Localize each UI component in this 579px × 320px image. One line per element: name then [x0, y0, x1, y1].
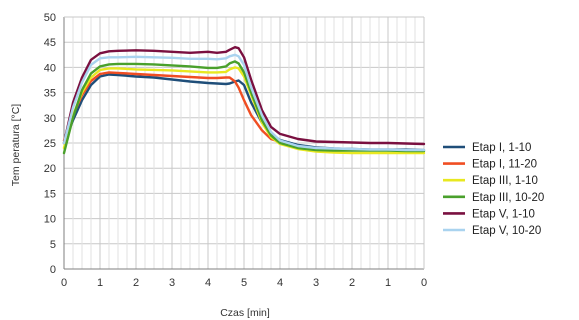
y-tick-label: 30 — [44, 113, 56, 125]
y-tick-labels: 0 5 10 15 20 25 30 35 40 45 50 — [44, 12, 56, 276]
y-axis-label: Tem peratura [°C] — [10, 104, 22, 186]
y-tick-label: 35 — [44, 88, 56, 100]
x-tick-label: 2 — [133, 277, 139, 289]
x-tick-label: 1 — [385, 277, 391, 289]
x-tick-label: 3 — [169, 277, 175, 289]
x-tick-label: 0 — [421, 277, 427, 289]
series-line-6 — [62, 53, 426, 152]
legend-label: Etap V, 1-10 — [472, 208, 535, 220]
y-tick-label: 45 — [44, 37, 56, 49]
legend-label: Etap I, 1-10 — [472, 142, 531, 154]
y-tick-label: 20 — [44, 163, 56, 175]
series-line-4 — [62, 60, 426, 155]
x-tick-label: 4 — [205, 277, 211, 289]
x-tick-label: 3 — [313, 277, 319, 289]
y-tick-label: 50 — [44, 12, 56, 24]
x-tick-label: 4 — [277, 277, 283, 289]
legend-label: Etap V, 10-20 — [472, 225, 541, 237]
x-tick-label: 1 — [97, 277, 103, 289]
legend-label: Etap III, 10-20 — [472, 192, 544, 204]
legend-label: Etap III, 1-10 — [472, 175, 538, 187]
x-tick-labels: 0 1 2 3 4 5 4 3 2 1 0 — [61, 277, 427, 289]
y-tick-label: 5 — [50, 239, 56, 251]
x-tick-label: 0 — [61, 277, 67, 289]
series-line-3 — [62, 66, 426, 155]
y-tick-label: 0 — [50, 264, 56, 276]
x-axis-label: Czas [min] — [220, 307, 270, 319]
legend: Etap I, 1-10 Etap I, 11-20 Etap III, 1-10 E… — [443, 142, 544, 237]
x-tick-label: 5 — [241, 277, 247, 289]
series-line-2 — [62, 71, 282, 144]
y-tick-label: 25 — [44, 138, 56, 150]
series-lines — [62, 46, 426, 155]
legend-label: Etap I, 11-20 — [472, 159, 537, 171]
x-tick-label: 2 — [349, 277, 355, 289]
series-line-5 — [62, 46, 426, 146]
y-tick-label: 15 — [44, 188, 56, 200]
y-tick-label: 10 — [44, 214, 56, 226]
y-tick-label: 40 — [44, 62, 56, 74]
